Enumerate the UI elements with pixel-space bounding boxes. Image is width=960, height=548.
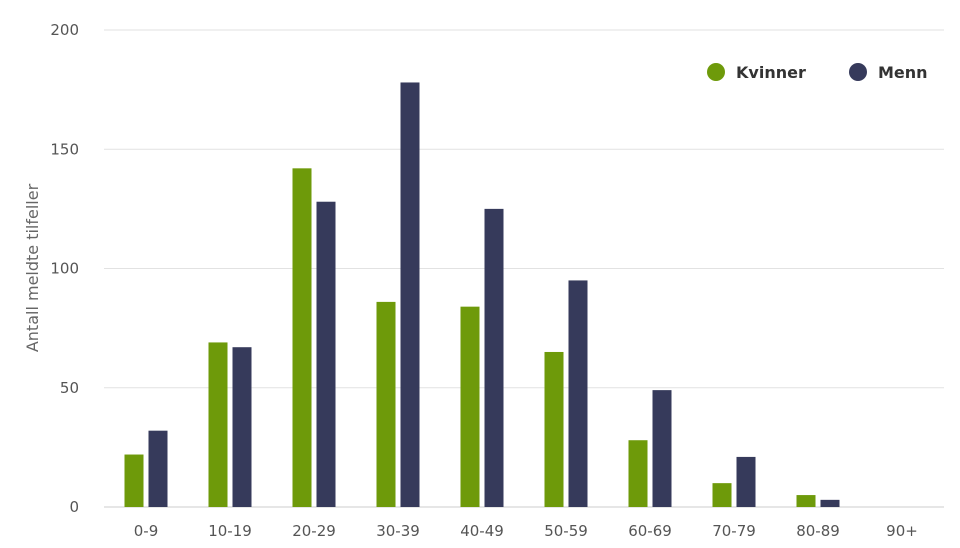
x-tick-label: 80-89 (796, 522, 840, 540)
bar-kvinner-70-79 (712, 483, 732, 507)
legend-label-menn: Menn (878, 63, 928, 82)
bar-menn-20-29 (316, 201, 336, 507)
x-tick-label: 0-9 (134, 522, 159, 540)
bars (124, 82, 840, 507)
bar-kvinner-0-9 (124, 454, 144, 507)
y-tick-label: 100 (50, 260, 79, 278)
bar-kvinner-80-89 (796, 495, 816, 507)
bar-menn-10-19 (232, 347, 252, 507)
x-tick-label: 30-39 (376, 522, 420, 540)
x-tick-label: 10-19 (208, 522, 252, 540)
bar-menn-30-39 (400, 82, 420, 507)
legend-item-menn: Menn (849, 63, 928, 82)
bar-menn-40-49 (484, 208, 504, 507)
x-tick-label: 20-29 (292, 522, 336, 540)
gridlines (104, 29, 944, 508)
y-tick-label: 50 (60, 379, 79, 397)
legend-swatch-kvinner (707, 63, 725, 81)
y-axis-title: Antall meldte tilfeller (23, 183, 42, 352)
y-tick-label: 150 (50, 140, 79, 158)
x-tick-label: 60-69 (628, 522, 672, 540)
x-tick-label: 90+ (886, 522, 918, 540)
y-tick-label: 0 (69, 498, 79, 516)
bar-kvinner-20-29 (292, 168, 312, 507)
bar-menn-60-69 (652, 390, 672, 507)
legend-swatch-menn (849, 63, 867, 81)
x-tick-label: 40-49 (460, 522, 504, 540)
bar-kvinner-60-69 (628, 440, 648, 507)
x-tick-label: 50-59 (544, 522, 588, 540)
y-tick-label: 200 (50, 21, 79, 39)
bar-kvinner-30-39 (376, 301, 396, 507)
bar-menn-0-9 (148, 430, 168, 507)
bar-menn-50-59 (568, 280, 588, 507)
x-tick-label: 70-79 (712, 522, 756, 540)
x-axis-ticks: 0-9 10-19 20-29 30-39 40-49 50-59 60-69 70-79 80… (134, 522, 918, 540)
bar-kvinner-50-59 (544, 351, 564, 507)
bar-kvinner-10-19 (208, 342, 228, 507)
legend-label-kvinner: Kvinner (736, 63, 806, 82)
bar-kvinner-40-49 (460, 306, 480, 507)
legend: Kvinner Menn (707, 63, 928, 82)
bar-menn-70-79 (736, 456, 756, 507)
legend-item-kvinner: Kvinner (707, 63, 806, 82)
bar-menn-80-89 (820, 499, 840, 507)
y-axis-ticks: 0 50 100 150 200 (50, 21, 79, 516)
